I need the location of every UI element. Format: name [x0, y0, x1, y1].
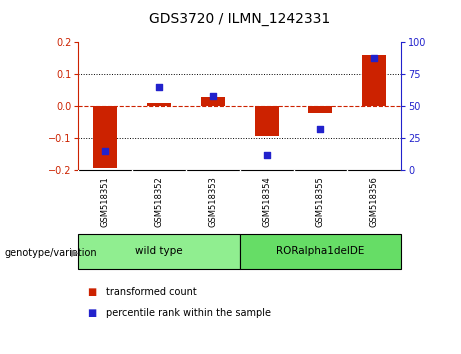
Point — [155, 84, 163, 90]
Point — [371, 55, 378, 61]
Bar — [240, 234, 401, 269]
Text: ■: ■ — [88, 308, 97, 318]
Text: wild type: wild type — [135, 246, 183, 256]
Text: GSM518351: GSM518351 — [101, 176, 110, 227]
Text: genotype/variation: genotype/variation — [5, 248, 97, 258]
Text: GSM518355: GSM518355 — [316, 176, 325, 227]
Text: RORalpha1delDE: RORalpha1delDE — [276, 246, 365, 256]
Text: ▶: ▶ — [71, 248, 79, 258]
Bar — [362, 55, 386, 106]
Bar — [201, 97, 225, 106]
Text: percentile rank within the sample: percentile rank within the sample — [106, 308, 271, 318]
Point — [317, 126, 324, 132]
Point — [209, 93, 217, 99]
Bar — [78, 234, 240, 269]
Text: GDS3720 / ILMN_1242331: GDS3720 / ILMN_1242331 — [149, 12, 331, 27]
Text: GSM518352: GSM518352 — [154, 176, 164, 227]
Point — [263, 152, 270, 158]
Text: GSM518356: GSM518356 — [370, 176, 378, 227]
Text: transformed count: transformed count — [106, 287, 197, 297]
Bar — [147, 103, 171, 106]
Bar — [254, 106, 279, 136]
Text: GSM518353: GSM518353 — [208, 176, 217, 227]
Bar — [308, 106, 332, 113]
Point — [101, 148, 109, 154]
Text: GSM518354: GSM518354 — [262, 176, 271, 227]
Text: ■: ■ — [88, 287, 97, 297]
Bar — [93, 106, 118, 168]
